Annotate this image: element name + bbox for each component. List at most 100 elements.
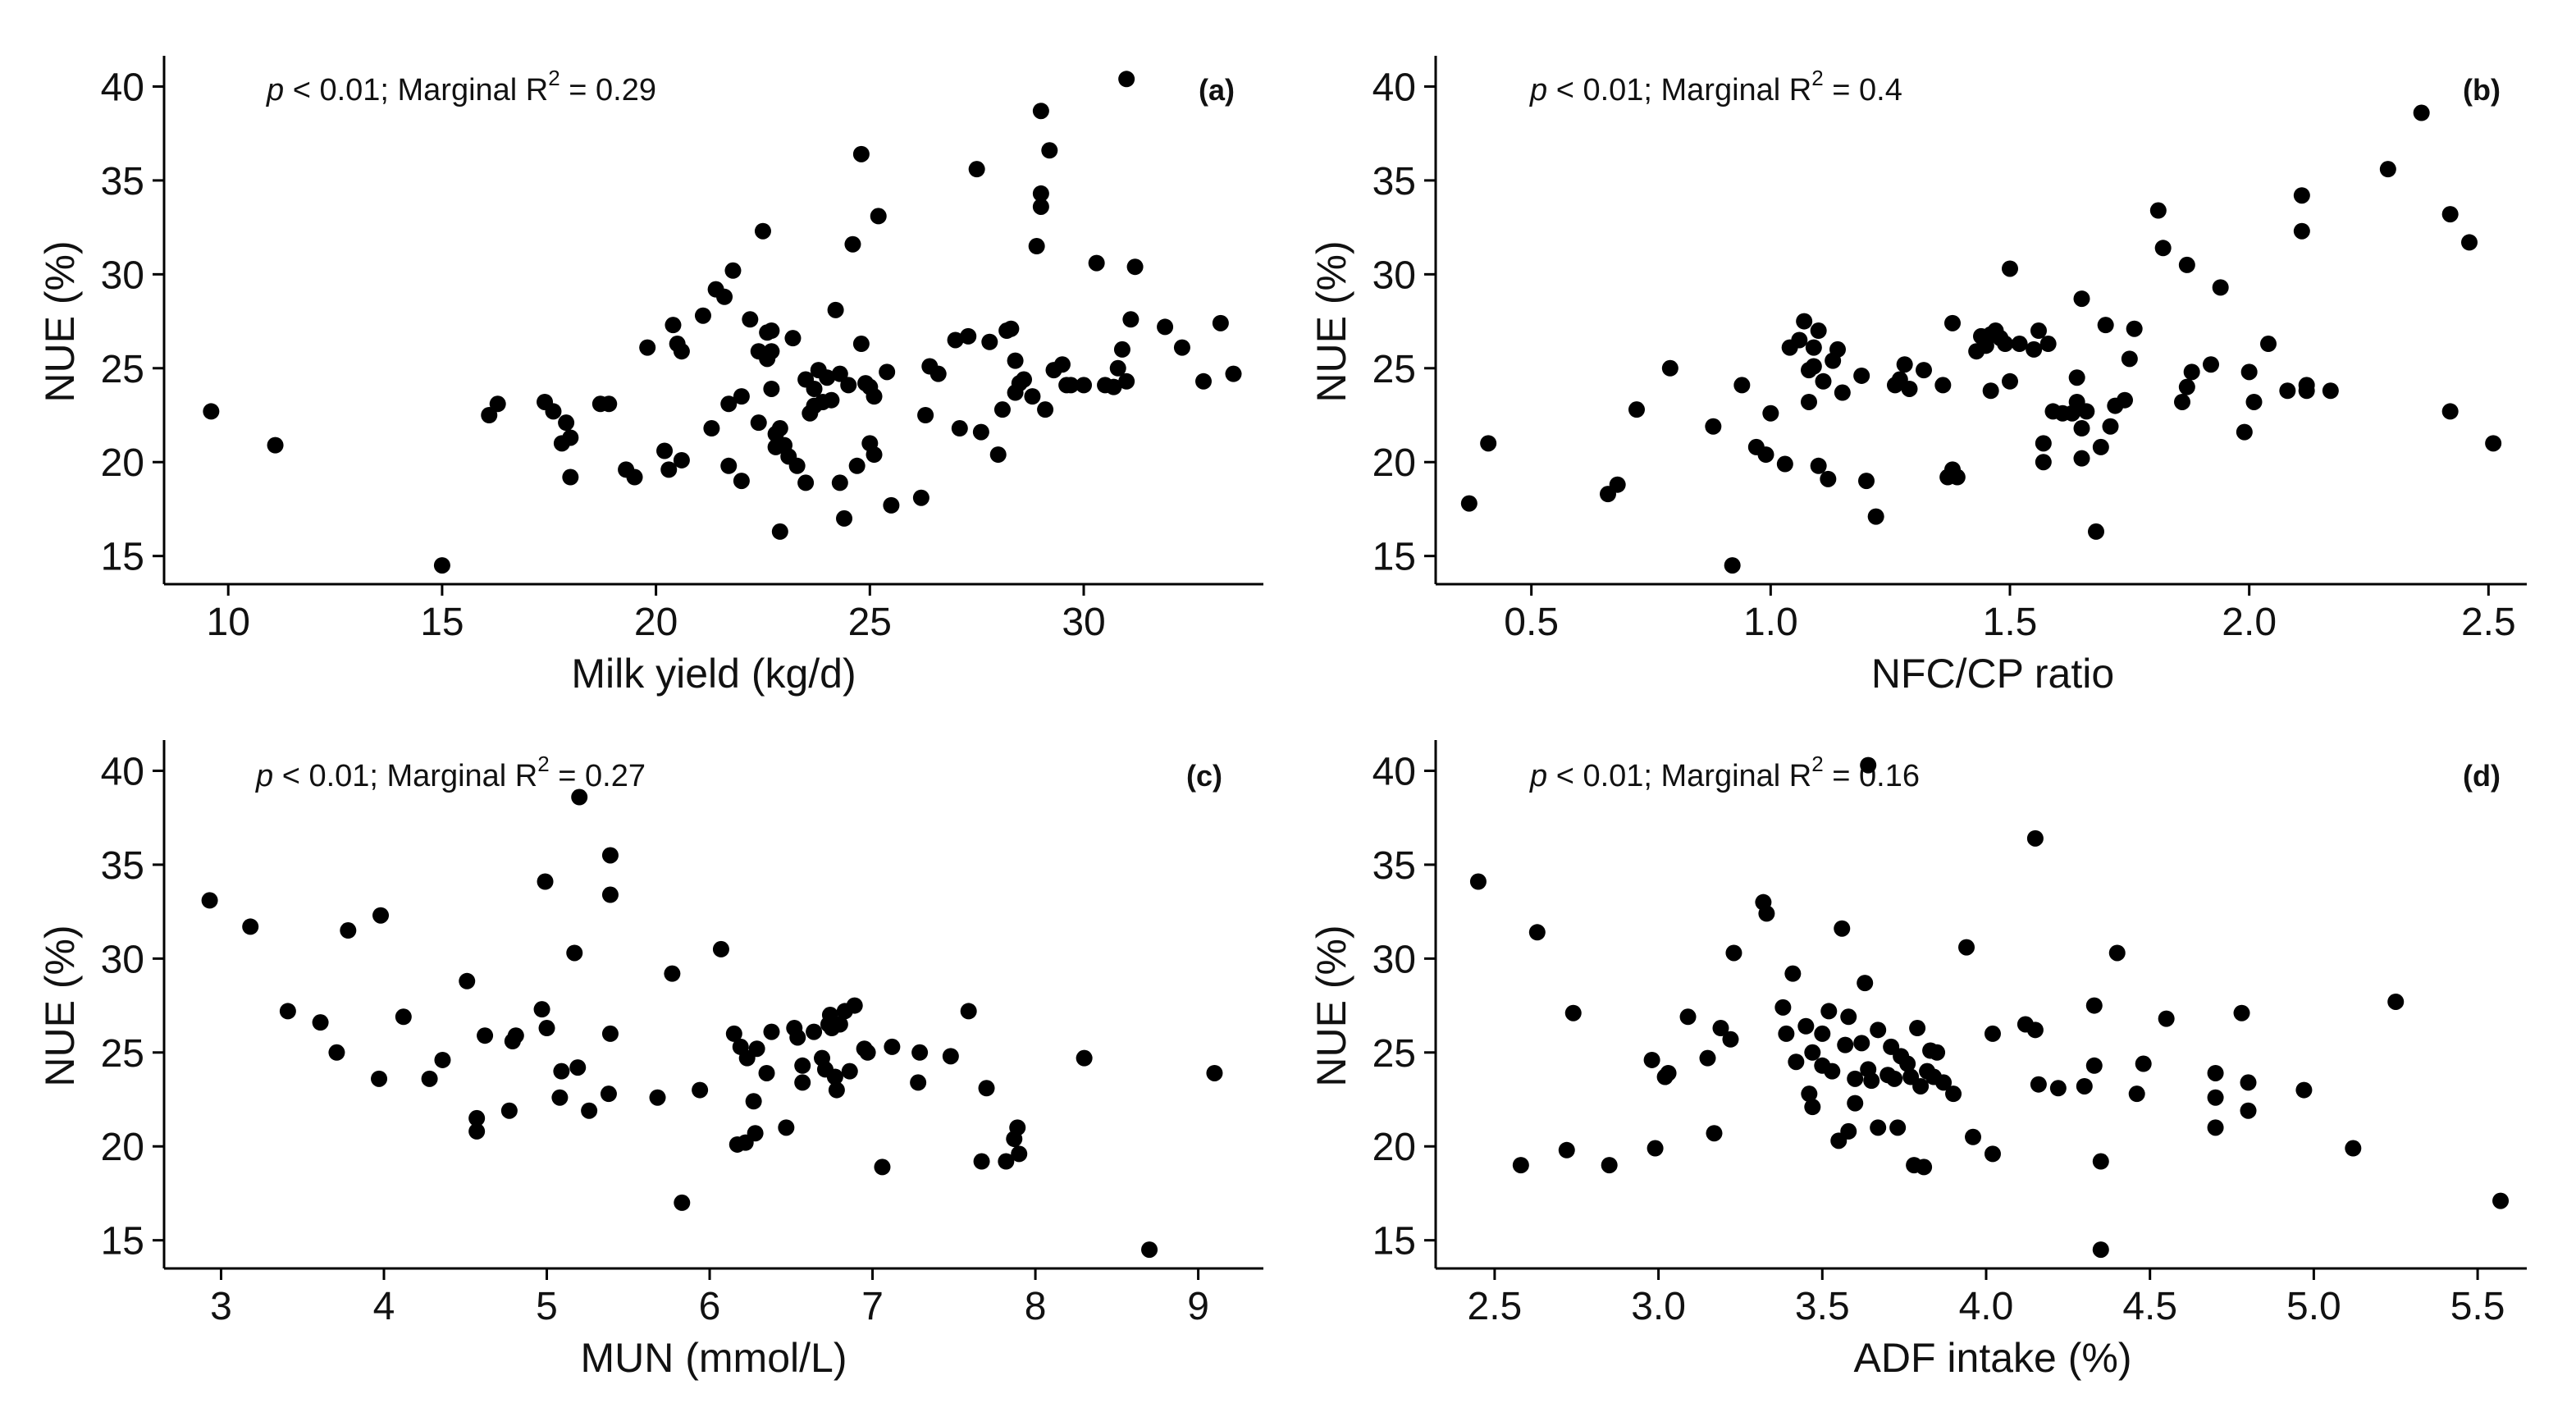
panel-d-x-tick-label: 5.0: [2286, 1285, 2341, 1328]
panel-d-data-point: [1679, 1008, 1697, 1026]
panel-c-data-point: [745, 1093, 762, 1110]
panel-d-data-point: [1801, 1085, 1818, 1103]
panel-b-data-point: [1901, 380, 1918, 397]
panel-a-data-point: [831, 365, 848, 382]
panel-b-data-point: [2293, 187, 2310, 204]
panel-a-data-point: [716, 288, 733, 305]
panel-b-data-point: [1757, 446, 1774, 464]
panel-c-data-point: [794, 1057, 811, 1074]
panel-a-data-point: [981, 333, 998, 350]
panel-b-data-point: [2485, 435, 2502, 452]
panel-b-data-point: [1944, 314, 1961, 331]
panel-c-data-point: [571, 788, 588, 806]
panel-c-x-tick-label: 5: [536, 1285, 558, 1328]
panel-c-data-point: [712, 940, 729, 957]
panel-b-data-point: [2441, 403, 2459, 420]
panel-b-nfc-cp-ratio: p < 0.01; Marginal R2 = 0.4 (b) NFC/CP r…: [1309, 56, 2527, 697]
panel-a-data-point: [626, 468, 643, 486]
panel-c-y-tick-label: 20: [101, 1126, 144, 1169]
panel-b-data-point: [2174, 393, 2190, 410]
panel-c-data-point: [601, 847, 619, 864]
panel-a-data-point: [836, 510, 853, 527]
panel-d-data-point: [1712, 1020, 1729, 1037]
panel-d-data-point: [1647, 1140, 1664, 1157]
panel-c-data-point: [242, 918, 259, 935]
panel-c-data-point: [500, 1102, 518, 1119]
panel-b-data-point: [2126, 320, 2143, 337]
panel-a-data-point: [1024, 388, 1041, 405]
panel-b-data-point: [2035, 435, 2052, 452]
panel-c-data-point: [942, 1048, 959, 1065]
panel-b-data-point: [1661, 359, 1679, 377]
panel-d-data-point: [1886, 1070, 1903, 1087]
panel-d-data-point: [1804, 1044, 1821, 1061]
panel-c-data-point: [758, 1064, 775, 1081]
panel-a-data-point: [806, 380, 823, 397]
panel-a-data-point: [724, 262, 742, 279]
panel-a-data-point: [960, 327, 977, 345]
panel-d-x-tick-label: 4.0: [1959, 1285, 2014, 1328]
panel-a-data-point: [852, 145, 870, 162]
panel-c-data-point: [831, 1016, 848, 1033]
panel-a-data-point: [720, 395, 738, 413]
panel-b-data-point: [2011, 336, 2028, 353]
panel-b-data-point: [2117, 391, 2133, 409]
panel-d-data-point: [1804, 1099, 1821, 1116]
panel-d-x-tick-label: 2.5: [1468, 1285, 1523, 1328]
panel-a-data-point: [1076, 377, 1093, 394]
panel-d-data-point: [1929, 1044, 1946, 1061]
panel-b-x-tick-label: 0.5: [1504, 601, 1559, 644]
panel-b-data-point: [2240, 363, 2258, 381]
panel-a-data-point: [1032, 198, 1049, 215]
panel-c-data-point: [477, 1027, 494, 1044]
panel-b-data-point: [2178, 378, 2195, 395]
panel-c-data-point: [538, 1020, 555, 1037]
panel-d-data-point: [1643, 1051, 1660, 1068]
panel-b-data-point: [2078, 403, 2095, 420]
panel-b-y-tick-label: 15: [1372, 536, 1416, 579]
panel-c-data-point: [1009, 1119, 1026, 1136]
panel-a-data-point: [831, 474, 848, 491]
panel-c-annotation: p < 0.01; Marginal R2 = 0.27: [255, 752, 646, 793]
panel-b-data-point: [1815, 372, 1832, 390]
panel-d-data-point: [2030, 1076, 2047, 1093]
panel-d-data-point: [1935, 1074, 1953, 1091]
panel-c-data-point: [998, 1153, 1015, 1170]
panel-a-data-point: [703, 420, 720, 437]
panel-a-data-point: [1122, 311, 1140, 328]
panel-d-data-point: [1945, 1085, 1962, 1103]
panel-a-data-point: [1157, 318, 1174, 336]
panel-a-data-point: [771, 420, 788, 437]
panel-b-data-point: [1934, 377, 1952, 394]
panel-c-y-tick-label: 15: [101, 1220, 144, 1264]
panel-a-data-point: [1032, 185, 1049, 202]
panel-b-data-point: [2073, 450, 2090, 467]
panel-a-data-point: [917, 407, 934, 424]
panel-a-data-point: [1053, 356, 1071, 373]
panel-a-data-point: [1105, 378, 1122, 395]
panel-a-data-point: [866, 446, 883, 464]
panel-a-data-point: [1212, 314, 1229, 331]
panel-d-data-point: [2135, 1055, 2152, 1072]
panel-b-data-point: [2092, 438, 2109, 455]
panel-d-data-point: [1840, 1122, 1857, 1140]
panel-a-y-tick-label: 20: [101, 441, 144, 485]
panel-c-data-point: [201, 892, 218, 909]
panel-a-data-point: [912, 489, 929, 506]
panel-b-data-point: [1801, 393, 1817, 410]
panel-d-data-point: [1778, 1025, 1795, 1042]
panel-a-data-point: [879, 363, 896, 381]
panel-d-tag: (d): [2463, 759, 2501, 793]
panel-b-data-point: [2073, 290, 2090, 308]
panel-b-y-axis-label: NUE (%): [1309, 240, 1354, 402]
panel-a-data-point: [870, 208, 887, 225]
panel-c-data-point: [841, 1063, 858, 1080]
panel-c-data-point: [911, 1044, 929, 1061]
panel-a-data-point: [750, 414, 767, 432]
panel-d-data-point: [2387, 993, 2405, 1010]
panel-c-data-point: [828, 1081, 845, 1099]
panel-b-data-point: [1762, 404, 1779, 422]
panel-d-y-tick-label: 25: [1372, 1032, 1416, 1076]
panel-a-y-tick-label: 30: [101, 254, 144, 297]
panel-b-data-point: [1460, 495, 1478, 512]
